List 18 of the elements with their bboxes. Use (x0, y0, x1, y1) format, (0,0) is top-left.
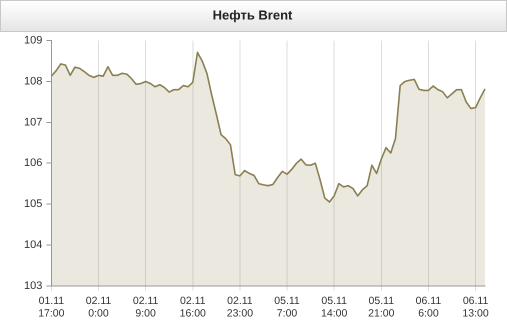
y-tick-label: 108 (24, 76, 42, 88)
x-tick-label: 05.11 7:00 (274, 294, 300, 320)
y-tick-label: 104 (24, 238, 42, 251)
y-tick-label: 109 (24, 34, 42, 47)
x-tick-label: 06.11 13:00 (462, 294, 489, 320)
x-tick-label: 02.11 9:00 (132, 294, 159, 320)
x-tick-label: 02.11 0:00 (86, 294, 112, 320)
y-tick-label: 106 (24, 157, 42, 170)
x-tick-label: 02.11 23:00 (226, 294, 254, 320)
y-tick-label: 105 (24, 198, 42, 210)
x-tick-label: 05.11 21:00 (368, 294, 395, 320)
x-tick-label: 05.11 14:00 (321, 294, 348, 320)
x-tick-label: 02.11 16:00 (180, 294, 206, 320)
x-tick-label: 06.11 6:00 (416, 294, 442, 320)
y-tick-label: 103 (24, 280, 42, 292)
y-tick-label: 107 (24, 116, 42, 128)
chart-title: Нефть Brent (212, 7, 294, 22)
x-tick-label: 01.11 17:00 (38, 294, 65, 320)
